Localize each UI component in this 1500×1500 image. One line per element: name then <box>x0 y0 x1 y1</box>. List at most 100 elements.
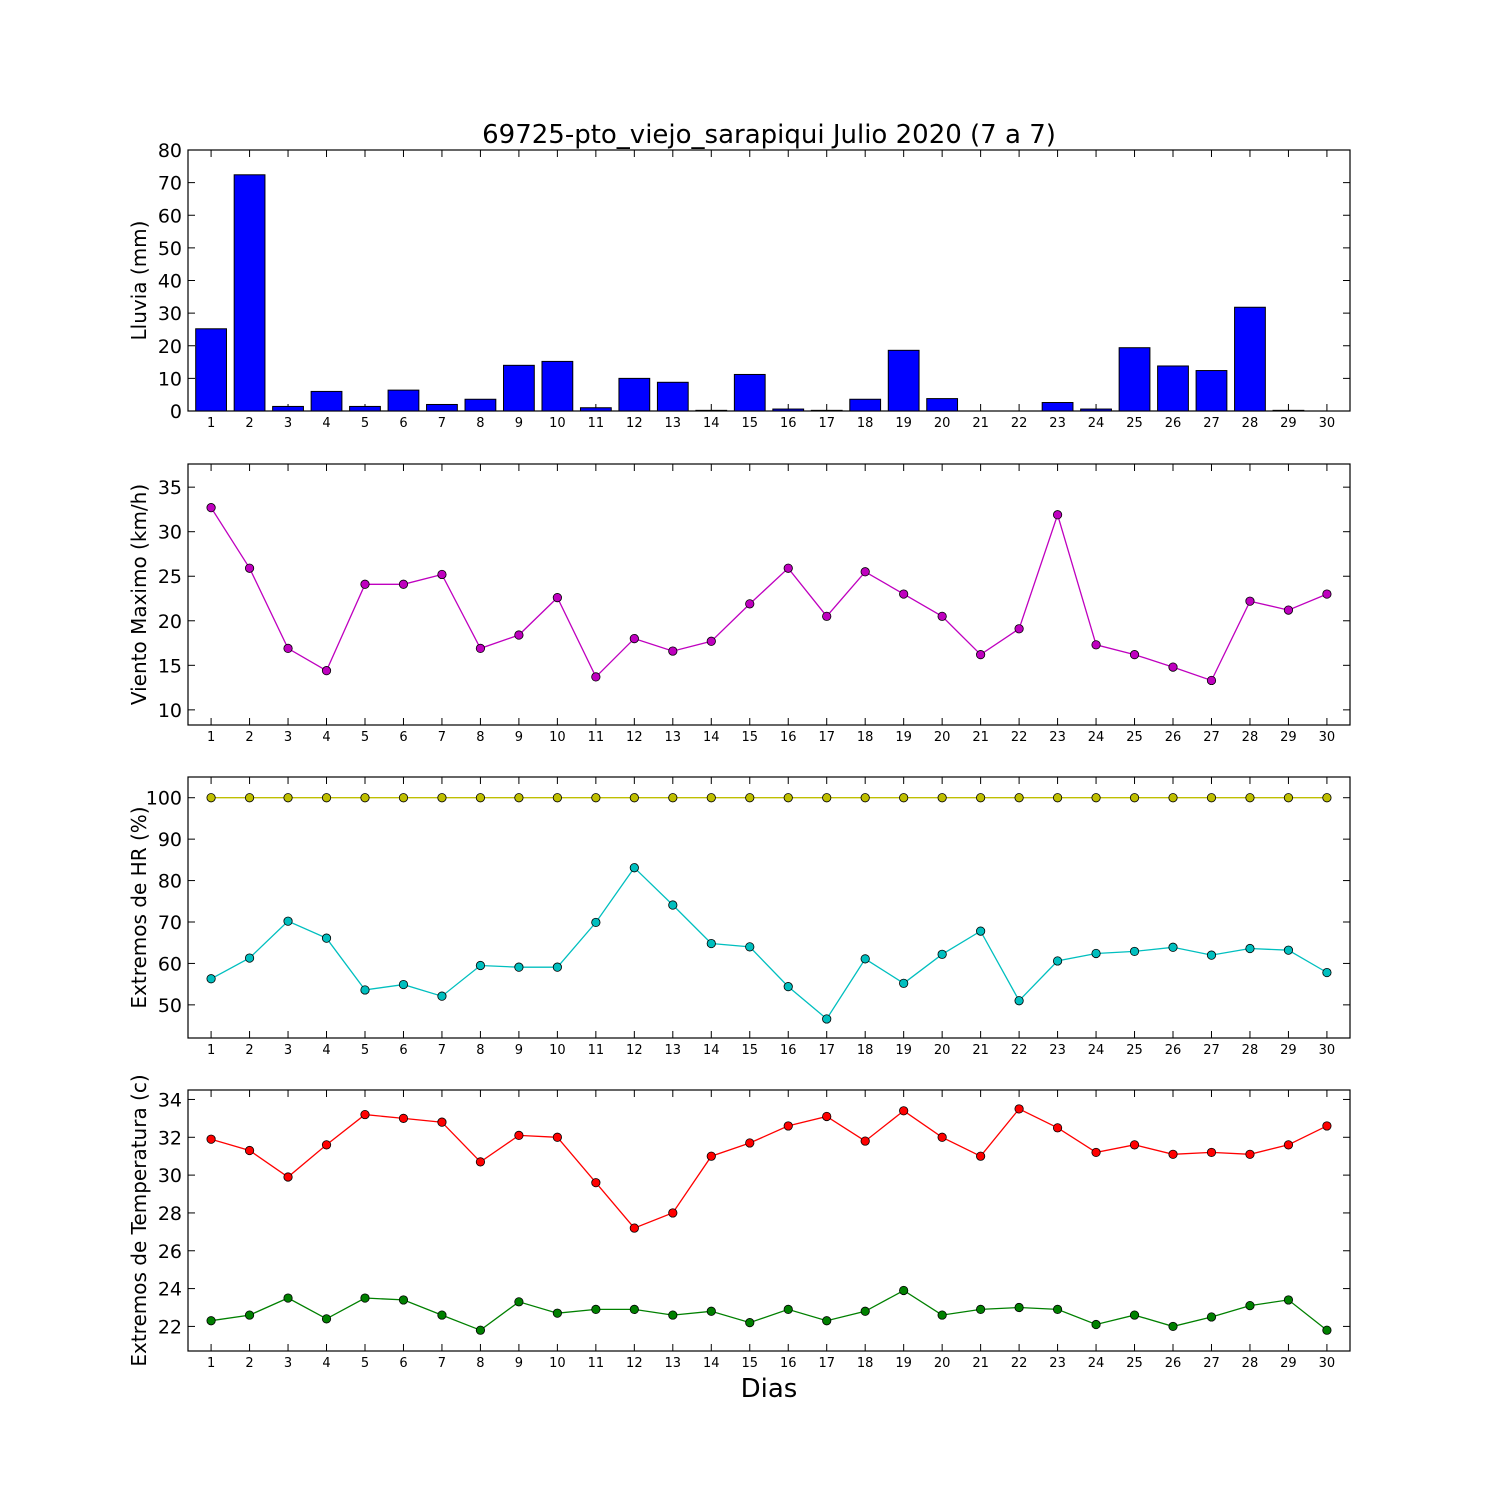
x-tick-label: 2 <box>245 1043 253 1058</box>
data-point <box>1052 1304 1063 1314</box>
data-point <box>283 793 293 803</box>
y-axis-label: Viento Maximo (km/h) <box>127 484 151 705</box>
data-point <box>629 1223 639 1233</box>
data-point <box>283 1172 293 1182</box>
data-point <box>437 793 447 803</box>
x-tick-label: 4 <box>322 730 330 745</box>
data-point <box>283 643 293 653</box>
data-point <box>398 1113 409 1123</box>
data-point <box>360 1293 370 1303</box>
bar <box>272 405 304 412</box>
y-tick-label: 10 <box>158 368 182 390</box>
data-point <box>668 900 678 910</box>
x-tick-label: 6 <box>399 416 407 431</box>
data-point <box>822 611 832 621</box>
x-tick-label: 7 <box>438 1356 446 1371</box>
x-tick-label: 18 <box>857 730 874 745</box>
data-point <box>1129 650 1140 660</box>
plot-frame <box>187 1089 1351 1352</box>
x-tick-label: 30 <box>1319 416 1336 431</box>
x-tick-label: 24 <box>1088 416 1105 431</box>
data-point <box>398 579 409 589</box>
data-point <box>591 1178 601 1188</box>
data-point <box>1129 1310 1140 1320</box>
y-axis-label: Lluvia (mm) <box>127 221 151 341</box>
data-point <box>1322 967 1332 978</box>
x-tick-label: 27 <box>1203 1356 1220 1371</box>
data-point <box>437 569 447 580</box>
x-tick-label: 29 <box>1280 1043 1297 1058</box>
data-point <box>321 793 332 803</box>
x-tick-label: 24 <box>1088 1043 1105 1058</box>
x-tick-label: 12 <box>626 416 643 431</box>
y-tick-label: 35 <box>158 477 182 499</box>
x-tick-label: 19 <box>895 1043 912 1058</box>
y-tick-label: 70 <box>158 912 182 934</box>
bar <box>195 328 227 412</box>
x-tick-label: 14 <box>703 1043 720 1058</box>
data-point <box>745 599 755 609</box>
bar <box>656 381 689 412</box>
x-tick-label: 17 <box>818 1043 835 1058</box>
data-point <box>1052 510 1063 520</box>
bar <box>310 390 343 412</box>
data-point <box>552 1308 562 1318</box>
bar <box>426 403 458 412</box>
data-point <box>1283 605 1294 615</box>
y-tick-label: 60 <box>158 953 182 975</box>
x-tick-label: 2 <box>245 416 253 431</box>
data-point <box>899 589 909 599</box>
data-point <box>822 793 832 803</box>
x-tick-label: 4 <box>322 416 330 431</box>
data-point <box>552 793 562 803</box>
data-point <box>1245 793 1255 803</box>
bar <box>579 407 612 412</box>
y-tick-label: 30 <box>158 303 182 325</box>
x-tick-label: 1 <box>207 1043 215 1058</box>
data-point <box>745 1318 755 1328</box>
data-point <box>1206 1147 1217 1158</box>
bar <box>733 373 766 412</box>
series-line-1 <box>210 1108 1328 1229</box>
y-tick-label: 25 <box>158 566 182 588</box>
y-axis-label: Extremos de HR (%) <box>127 806 151 1008</box>
data-point <box>1052 956 1063 966</box>
data-point <box>437 1310 447 1320</box>
data-point <box>1322 1325 1332 1335</box>
data-point <box>668 646 678 656</box>
x-tick-label: 19 <box>895 416 912 431</box>
bar <box>1041 402 1074 412</box>
x-tick-label: 11 <box>588 1043 605 1058</box>
bar <box>387 389 420 412</box>
data-point <box>591 793 601 803</box>
x-tick-label: 5 <box>361 1356 369 1371</box>
bar <box>926 398 959 412</box>
data-point <box>1283 1295 1294 1305</box>
data-point <box>475 1325 486 1335</box>
data-point <box>976 1151 986 1161</box>
data-point <box>1091 1319 1101 1330</box>
x-tick-label: 5 <box>361 416 369 431</box>
bar <box>1195 370 1228 412</box>
bar <box>1080 408 1112 412</box>
x-tick-label: 30 <box>1319 1043 1336 1058</box>
data-point <box>937 611 947 621</box>
data-point <box>1129 793 1140 803</box>
data-point <box>1014 996 1024 1006</box>
data-point <box>321 666 332 676</box>
data-point <box>783 1304 793 1314</box>
plot-frame <box>187 463 1351 726</box>
data-point <box>321 1314 332 1324</box>
data-point <box>1206 1312 1217 1322</box>
data-point <box>360 985 370 995</box>
x-tick-label: 10 <box>549 730 566 745</box>
x-tick-label: 17 <box>818 730 835 745</box>
data-point <box>1091 640 1101 650</box>
data-point <box>206 974 216 984</box>
data-point <box>937 1132 947 1142</box>
y-axis-label: Extremos de Temperatura (c) <box>127 1074 151 1366</box>
data-point <box>1052 1123 1063 1133</box>
x-tick-label: 26 <box>1165 1043 1182 1058</box>
x-tick-label: 29 <box>1280 416 1297 431</box>
